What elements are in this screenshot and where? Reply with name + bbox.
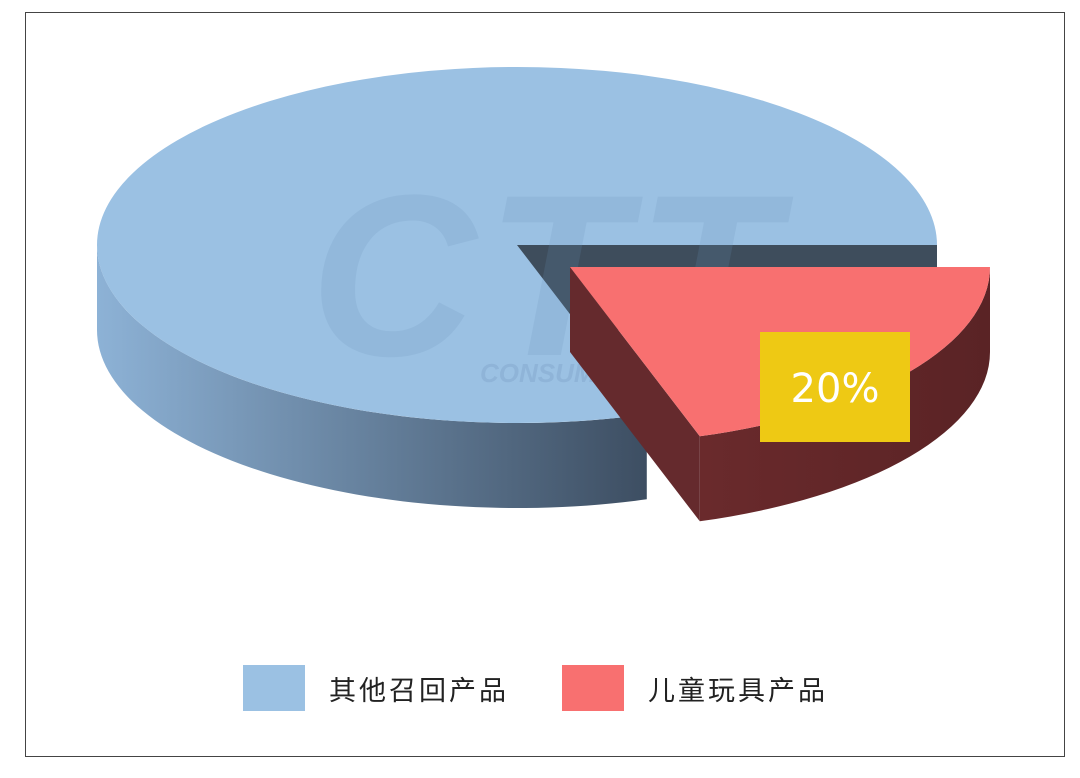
pie-cutface-toys: [570, 267, 700, 522]
pie-side-other: [97, 245, 647, 508]
legend-swatch: [243, 665, 305, 711]
legend-item-toys: 儿童玩具产品: [562, 665, 828, 711]
data-label-box: [760, 332, 910, 442]
pie-slice-other: [97, 67, 937, 424]
data-label-toys: 20%: [791, 366, 880, 412]
legend-swatch: [562, 665, 624, 711]
legend-label: 其他召回产品: [329, 675, 509, 707]
chart-frame: [25, 12, 1065, 757]
legend-label: 儿童玩具产品: [648, 675, 828, 707]
pie-side-toys: [699, 267, 990, 522]
legend-item-other: 其他召回产品: [243, 665, 509, 711]
